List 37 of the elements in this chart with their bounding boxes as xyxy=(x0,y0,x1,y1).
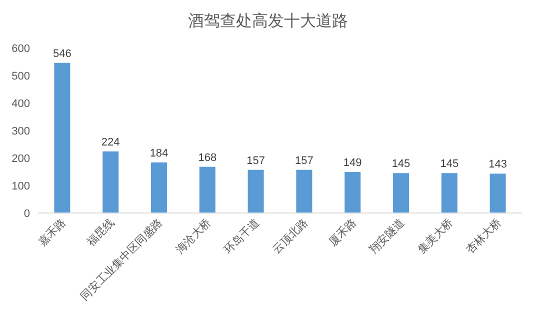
data-label: 145 xyxy=(392,158,410,170)
data-label: 157 xyxy=(246,154,265,167)
y-tick-label: 100 xyxy=(12,180,30,192)
bar xyxy=(102,151,119,213)
data-label: 546 xyxy=(53,48,72,60)
bar xyxy=(490,174,506,213)
bar xyxy=(199,166,216,213)
data-label: 157 xyxy=(295,154,314,167)
data-label: 145 xyxy=(440,158,459,170)
bar xyxy=(393,173,409,213)
chart-title: 酒驾查处高发十大道路 xyxy=(188,12,348,30)
y-tick-label: 0 xyxy=(24,208,30,220)
x-tick-label: 云顶北路 xyxy=(270,216,310,256)
x-tick-label: 环岛干道 xyxy=(222,216,262,256)
data-label: 168 xyxy=(198,152,217,164)
bar xyxy=(344,172,361,213)
data-label: 143 xyxy=(488,158,507,171)
bar xyxy=(296,170,312,213)
x-tick-label: 福昆线 xyxy=(84,216,117,248)
x-tick-label: 翔安隧道 xyxy=(366,216,408,256)
x-tick-label: 嘉禾路 xyxy=(36,216,68,248)
y-tick-label: 300 xyxy=(12,126,30,138)
bar xyxy=(54,62,70,213)
data-label: 224 xyxy=(101,136,120,148)
data-label: 184 xyxy=(150,147,168,160)
x-tick-label: 海沧大桥 xyxy=(173,216,214,256)
x-tick-label: 厦禾路 xyxy=(326,216,359,248)
y-tick-label: 400 xyxy=(12,98,30,110)
data-label: 149 xyxy=(343,157,362,170)
y-tick-label: 600 xyxy=(12,43,30,55)
bar xyxy=(248,170,264,213)
y-tick-label: 200 xyxy=(12,153,30,165)
x-tick-label: 杏林大桥 xyxy=(464,216,504,256)
bar xyxy=(151,162,167,213)
y-tick-label: 500 xyxy=(12,70,30,82)
x-tick-label: 集美大桥 xyxy=(415,216,456,256)
bar xyxy=(441,173,458,213)
